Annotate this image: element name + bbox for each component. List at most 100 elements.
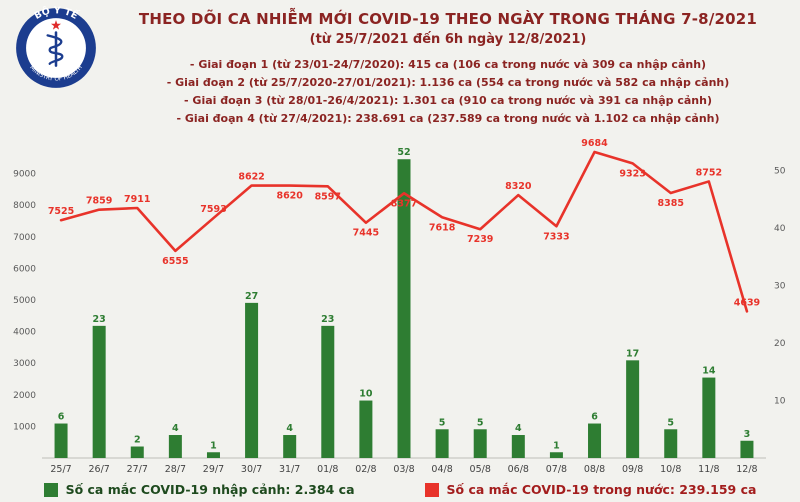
line-value-label: 7911 (124, 194, 150, 205)
line-value-label: 8597 (315, 191, 341, 202)
bar-value-label: 4 (172, 423, 179, 434)
header: THEO DÕI CA NHIỄM MỚI COVID-19 THEO NGÀY… (100, 10, 796, 128)
chart-legend: Số ca mắc COVID-19 nhập cảnh: 2.384 ca S… (0, 482, 800, 497)
legend-item-imported: Số ca mắc COVID-19 nhập cảnh: 2.384 ca (43, 482, 355, 497)
legend-label-domestic: Số ca mắc COVID-19 trong nước: 239.159 c… (446, 482, 757, 497)
legend-swatch-imported-icon (43, 482, 58, 497)
line-value-label: 8620 (276, 191, 303, 202)
right-axis-tick: 30 (774, 282, 786, 292)
bar-imported-cases (206, 452, 220, 458)
left-axis-tick: 6000 (13, 264, 36, 274)
line-value-label: 9684 (581, 138, 608, 149)
page-title: THEO DÕI CA NHIỄM MỚI COVID-19 THEO NGÀY… (138, 10, 758, 28)
left-axis-tick: 3000 (13, 359, 36, 369)
stage-summary: - Giai đoạn 1 (từ 23/01-24/7/2020): 415 … (100, 56, 796, 128)
stage-1-line: - Giai đoạn 1 (từ 23/01-24/7/2020): 415 … (189, 58, 707, 71)
bar-imported-cases (321, 325, 335, 458)
line-value-label: 7239 (467, 234, 493, 245)
line-value-label: 8385 (658, 198, 684, 209)
stage-4-line: - Giai đoạn 4 (từ 27/4/2021): 238.691 ca… (176, 112, 720, 125)
left-axis-tick: 2000 (13, 391, 36, 401)
line-value-label: 7525 (48, 206, 74, 217)
line-value-label: 7445 (353, 228, 379, 239)
bar-imported-cases (245, 302, 259, 458)
bar-imported-cases (168, 435, 182, 458)
left-axis-tick: 8000 (13, 201, 36, 211)
bar-value-label: 2 (134, 435, 141, 446)
stage-3-line: - Giai đoạn 3 (từ 28/01-26/4/2021): 1.30… (184, 94, 712, 107)
x-axis-date-label: 04/8 (431, 464, 452, 475)
x-axis-date-label: 27/7 (127, 464, 148, 475)
bar-value-label: 6 (58, 412, 65, 423)
moh-logo: BỘ Y TẾ MINISTRY OF HEALTH (16, 6, 96, 88)
right-axis-tick: 10 (774, 397, 786, 407)
bar-imported-cases (359, 400, 373, 458)
bar-value-label: 17 (626, 348, 639, 359)
x-axis-date-label: 10/8 (660, 464, 681, 475)
bar-value-label: 10 (359, 389, 373, 400)
line-value-label: 7859 (86, 196, 112, 207)
bar-imported-cases (397, 159, 411, 458)
line-value-label: 7333 (543, 231, 569, 242)
bar-value-label: 1 (553, 440, 560, 451)
bar-imported-cases (54, 423, 68, 458)
line-value-label: 8622 (238, 172, 264, 183)
bar-value-label: 5 (439, 417, 446, 428)
bar-imported-cases (473, 429, 487, 458)
x-axis-date-label: 12/8 (736, 464, 757, 475)
bar-imported-cases (588, 423, 602, 458)
x-axis-date-label: 29/7 (203, 464, 224, 475)
x-axis-date-label: 08/8 (584, 464, 605, 475)
x-axis-date-label: 05/8 (470, 464, 491, 475)
x-axis-date-label: 31/7 (279, 464, 300, 475)
left-axis-tick: 7000 (13, 233, 36, 243)
left-axis-tick: 1000 (13, 422, 36, 432)
line-value-label: 8377 (391, 198, 417, 209)
x-axis-date-label: 09/8 (622, 464, 643, 475)
bar-value-label: 14 (702, 366, 716, 377)
x-axis-date-label: 03/8 (393, 464, 414, 475)
x-axis-date-label: 28/7 (165, 464, 186, 475)
right-axis-tick: 40 (774, 224, 786, 234)
x-axis-date-label: 01/8 (317, 464, 338, 475)
line-value-label: 9323 (619, 168, 645, 179)
right-axis-tick: 20 (774, 339, 786, 349)
line-value-label: 8752 (696, 167, 722, 178)
bar-value-label: 23 (321, 314, 334, 325)
logo-ministry-text: BỘ Y TẾ (33, 6, 81, 22)
bar-imported-cases (664, 429, 678, 458)
caduceus-icon (46, 31, 64, 67)
bar-value-label: 5 (477, 417, 484, 428)
red-star-icon (51, 20, 61, 30)
x-axis-date-label: 06/8 (508, 464, 529, 475)
legend-swatch-domestic-icon (424, 482, 439, 497)
bar-value-label: 5 (667, 417, 674, 428)
line-value-label: 4639 (734, 297, 760, 308)
bar-imported-cases (702, 377, 716, 458)
legend-label-imported: Số ca mắc COVID-19 nhập cảnh: 2.384 ca (65, 482, 355, 497)
bar-value-label: 23 (93, 314, 106, 325)
x-axis-date-label: 26/7 (88, 464, 109, 475)
legend-item-domestic: Số ca mắc COVID-19 trong nước: 239.159 c… (424, 482, 757, 497)
bar-value-label: 1 (210, 440, 217, 451)
stage-2-line: - Giai đoạn 2 (từ 25/7/2020-27/01/2021):… (166, 76, 730, 89)
left-axis-tick: 9000 (13, 170, 36, 180)
bar-imported-cases (130, 446, 144, 458)
right-axis-tick: 50 (774, 167, 786, 177)
bar-value-label: 6 (591, 412, 598, 423)
covid-daily-chart: 1000200030004000500060007000800090001020… (13, 138, 786, 475)
line-value-label: 8320 (505, 181, 532, 192)
x-axis-date-label: 30/7 (241, 464, 262, 475)
bar-imported-cases (283, 435, 297, 458)
line-value-label: 6555 (162, 256, 188, 267)
x-axis-date-label: 25/7 (50, 464, 71, 475)
bar-imported-cases (549, 452, 563, 458)
bar-value-label: 27 (245, 291, 258, 302)
bar-imported-cases (435, 429, 449, 458)
bar-value-label: 3 (744, 429, 751, 440)
bar-imported-cases (511, 435, 525, 458)
left-axis-tick: 4000 (13, 328, 36, 338)
line-domestic-cases (59, 150, 749, 313)
x-axis-date-label: 02/8 (355, 464, 376, 475)
line-value-label: 7593 (200, 204, 226, 215)
